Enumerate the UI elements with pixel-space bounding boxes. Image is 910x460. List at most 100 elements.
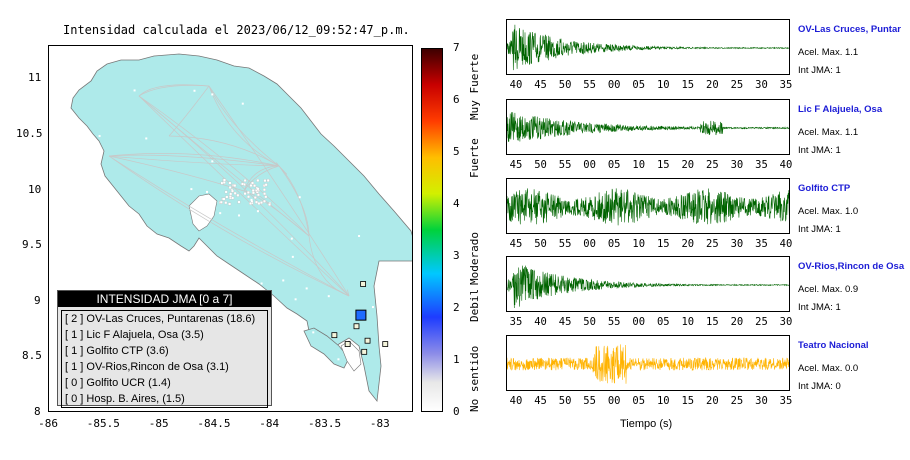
road: [108, 153, 280, 167]
city-dot: [228, 186, 232, 189]
city-dot: [228, 195, 232, 199]
city-dot: [243, 192, 247, 196]
station-intensity: Int JMA: 1: [798, 224, 841, 235]
city-dot: [193, 89, 196, 92]
osa-peninsula: [303, 327, 350, 369]
city-dot: [228, 202, 232, 206]
city-dot: [268, 203, 271, 207]
waveform-panel: [506, 19, 790, 75]
colorbar-tick: 3: [453, 249, 460, 262]
city-dot: [257, 201, 261, 205]
map-y-tick: 10: [28, 182, 42, 196]
nicoya-gulf: [188, 193, 218, 232]
city-dot: [263, 192, 266, 196]
waveform-tick: 35: [509, 316, 523, 328]
waveform-tick: 30: [755, 395, 768, 407]
city-dot: [305, 287, 308, 290]
waveform-ticks: 40 45 50 55 00 05 10 15 20 25 30 35: [506, 79, 793, 93]
colorbar-tick: 6: [453, 93, 460, 106]
waveform-tick: 20: [706, 79, 719, 91]
city-dot: [238, 214, 241, 217]
waveform-tick: 45: [558, 316, 572, 328]
station-name: Teatro Nacional: [798, 340, 869, 351]
city-dot: [236, 193, 240, 197]
city-dot: [249, 201, 252, 205]
station-intensity: Int JMA: 1: [798, 302, 841, 313]
legend-body: [ 2 ] OV-Las Cruces, Puntarenas (18.6) […: [61, 310, 268, 408]
city-markers: [80, 67, 400, 365]
colorbar-tick: 7: [453, 41, 460, 54]
station-name: Lic F Alajuela, Osa: [798, 104, 883, 115]
city-dot: [255, 188, 258, 192]
waveform-tick: 45: [509, 159, 523, 171]
city-dot: [241, 182, 244, 186]
waveform-tick: 55: [558, 238, 572, 250]
epicenter-marker: [355, 309, 367, 321]
map-x-tick: -85: [148, 417, 169, 430]
city-dot: [263, 179, 267, 183]
colorbar-word: Fuerte: [468, 138, 481, 178]
waveform-panel: [506, 335, 790, 391]
waveform-ticks: 45 50 55 00 05 10 15 20 25 30 35 40: [506, 238, 793, 252]
city-dot: [334, 97, 337, 100]
city-dot: [241, 102, 244, 105]
road: [138, 95, 350, 297]
city-dot: [146, 246, 149, 249]
colorbar-gradient: [421, 48, 443, 412]
waveform-x-label: Tiempo (s): [620, 418, 673, 430]
waveform-ticks: 35 40 45 50 55 00 05 10 15 20 25 30: [506, 316, 793, 330]
map-y-tick: 9.5: [22, 238, 42, 252]
city-dot: [256, 187, 260, 191]
waveform-tick: 15: [681, 395, 695, 407]
city-dot: [233, 191, 237, 195]
city-dot: [190, 188, 193, 191]
map-y-tick: 9: [34, 293, 41, 307]
waveform-panel: [506, 99, 790, 155]
waveform-tick: 25: [755, 316, 768, 328]
waveform-tick: 55: [583, 79, 596, 91]
city-dot: [219, 212, 222, 215]
road: [243, 165, 280, 192]
legend-header: INTENSIDAD JMA [0 a 7]: [58, 291, 271, 307]
legend-row: [ 1 ] OV-Rios,Rincon de Osa (3.1): [65, 361, 229, 373]
waveform-trace: [507, 344, 789, 384]
station-marker: [331, 332, 338, 339]
legend-row: [ 2 ] OV-Las Cruces, Puntarenas (18.6): [65, 313, 256, 325]
city-dot: [211, 160, 214, 163]
station-marker: [361, 348, 368, 355]
city-dot: [253, 184, 257, 188]
city-dot: [225, 195, 229, 199]
waveform-tick: 40: [779, 159, 793, 171]
city-dot: [358, 235, 361, 238]
waveform-ticks: 45 50 55 00 05 10 15 20 25 30 35 40: [506, 159, 793, 173]
colorbar-tick: 4: [453, 197, 460, 210]
map-y-tick: 10.5: [16, 126, 43, 140]
waveform-tick: 00: [607, 395, 621, 407]
city-dot: [251, 191, 255, 195]
city-dot: [386, 306, 389, 309]
city-dot: [327, 295, 330, 298]
city-dot: [294, 298, 297, 301]
waveform-tick: 05: [607, 159, 621, 171]
waveform-tick: 45: [534, 395, 547, 407]
map-x-tick: -84: [259, 417, 280, 430]
road: [138, 95, 310, 237]
station-name: OV-Rios,Rincon de Osa: [798, 261, 905, 272]
station-marker: [344, 341, 351, 347]
waveform-tick: 05: [632, 395, 646, 407]
waveform-tick: 55: [607, 316, 621, 328]
waveform-tick: 10: [681, 316, 695, 328]
station-marker: [353, 323, 360, 330]
colorbar-word: Moderado: [468, 232, 481, 285]
road: [168, 85, 210, 137]
road: [108, 155, 350, 297]
city-dot: [384, 302, 387, 305]
waveform-tick: 30: [755, 79, 768, 91]
waveform-plot: [507, 188, 789, 226]
city-dot: [358, 147, 361, 150]
city-dot: [166, 259, 169, 262]
waveform-panel: [506, 178, 790, 234]
city-dot: [262, 188, 266, 192]
waveform-tick: 30: [730, 238, 744, 250]
waveform-tick: 25: [730, 79, 744, 91]
